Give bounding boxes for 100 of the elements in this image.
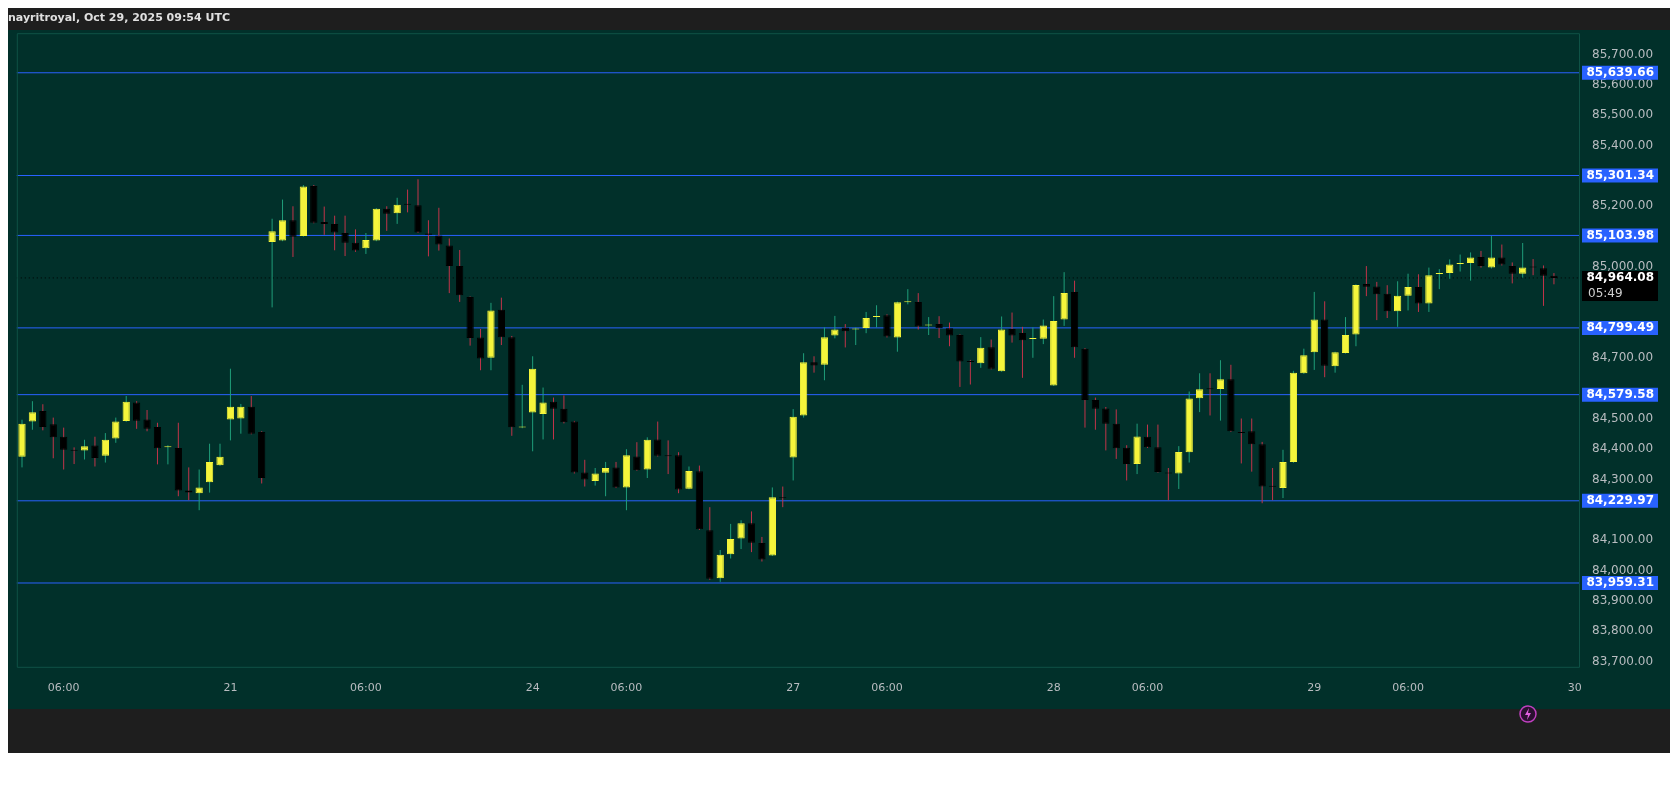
ref-line-label: 85,639.66 [1586,64,1654,79]
candlestick [841,323,849,348]
candlestick [1102,406,1110,451]
ref-line-label: 84,799.49 [1586,320,1654,335]
x-tick-label: 30 [1567,681,1582,695]
candlestick [1519,242,1527,279]
candlestick [601,461,610,497]
candlestick [153,422,162,465]
x-tick-label: 06:00 [1392,681,1424,695]
candlestick [1195,372,1204,413]
candlestick [185,466,193,501]
candlestick [1123,444,1131,481]
x-tick-label: 27 [786,681,801,695]
candlestick [28,400,37,431]
x-tick-label: 06:00 [350,681,382,695]
candlestick [862,311,870,334]
ref-line-label: 85,103.98 [1586,227,1654,242]
candlestick [747,510,756,553]
x-tick-label: 06:00 [47,681,80,695]
candlestick [351,228,360,253]
y-tick-label: 83,800.00 [1592,623,1654,638]
candlestick [122,395,130,423]
candlestick [362,232,370,255]
candlestick [737,519,745,550]
candlestick [872,304,881,328]
y-tick-label: 85,400.00 [1592,137,1654,152]
candlestick [1404,273,1412,311]
y-tick-label: 85,500.00 [1592,107,1654,122]
candlestick [935,315,943,339]
candlestick [132,400,141,430]
x-tick-label: 06:00 [1131,681,1164,695]
candlestick [49,417,57,459]
candlestick [39,403,47,431]
x-tick-label: 06:00 [871,681,903,695]
y-tick-label: 85,700.00 [1592,46,1654,61]
candlestick [1341,316,1350,355]
candlestick [1091,397,1100,431]
candlestick [1393,280,1402,328]
candlestick [1248,418,1256,473]
candlestick [112,417,120,444]
candlestick [1175,445,1183,490]
candlestick [612,461,620,489]
candlestick [341,215,349,257]
candlestick [320,206,328,236]
y-tick-label: 84,000.00 [1592,562,1654,577]
candlestick [716,549,724,583]
candlestick [445,237,453,294]
candlestick [758,536,766,563]
candlestick [977,336,985,369]
candlestick [205,443,214,494]
candlestick [289,205,297,258]
candlestick [945,322,954,347]
candlestick [633,441,641,472]
candlestick [195,469,203,511]
ref-line-label: 84,229.97 [1586,492,1654,507]
ref-line-label: 83,959.31 [1586,575,1654,590]
candlestick [539,387,547,440]
candlestick [560,394,568,424]
x-tick-label: 29 [1307,681,1322,695]
candlestick [216,443,224,467]
candlestick [60,427,68,471]
text: 05:49 [1588,286,1623,301]
candlestick [727,523,735,559]
x-tick-label: 06:00 [610,681,643,695]
y-tick-label: 84,400.00 [1592,441,1654,456]
candlestick [987,339,995,370]
candlestick [549,397,558,440]
candlestick [278,199,287,242]
y-tick-label: 84,500.00 [1592,410,1654,425]
candlestick [143,409,151,432]
candlestick [1112,408,1120,460]
candlestick [435,207,443,252]
candlestick [268,218,276,308]
y-tick-label: 84,300.00 [1592,471,1654,486]
x-tick-label: 21 [223,681,238,695]
y-tick-label: 83,700.00 [1592,653,1654,668]
candlestick [1477,250,1485,269]
candlestick [1008,312,1016,344]
candlestick [581,459,589,488]
ref-line-label: 84,579.58 [1586,386,1654,401]
candlestick [810,355,818,374]
y-tick-label: 84,100.00 [1592,532,1654,547]
candlestick [1487,235,1496,270]
candlestick [237,403,245,435]
candlestick [1039,319,1047,345]
candlestick [1216,359,1225,422]
candlestick [914,292,922,331]
candlestick [654,421,662,457]
candlestick [91,436,99,467]
candlestick [831,315,839,339]
y-tick-label: 85,600.00 [1592,76,1654,91]
candlestick [101,432,110,464]
y-tick-label: 83,900.00 [1592,593,1654,608]
candlestick [476,328,485,371]
candlestick [1383,284,1391,319]
y-tick-label: 84,700.00 [1592,350,1654,365]
ref-line-label: 85,301.34 [1586,167,1654,182]
x-tick-label: 24 [525,681,540,695]
candlestick [1300,348,1308,375]
candlestick [1373,281,1381,321]
